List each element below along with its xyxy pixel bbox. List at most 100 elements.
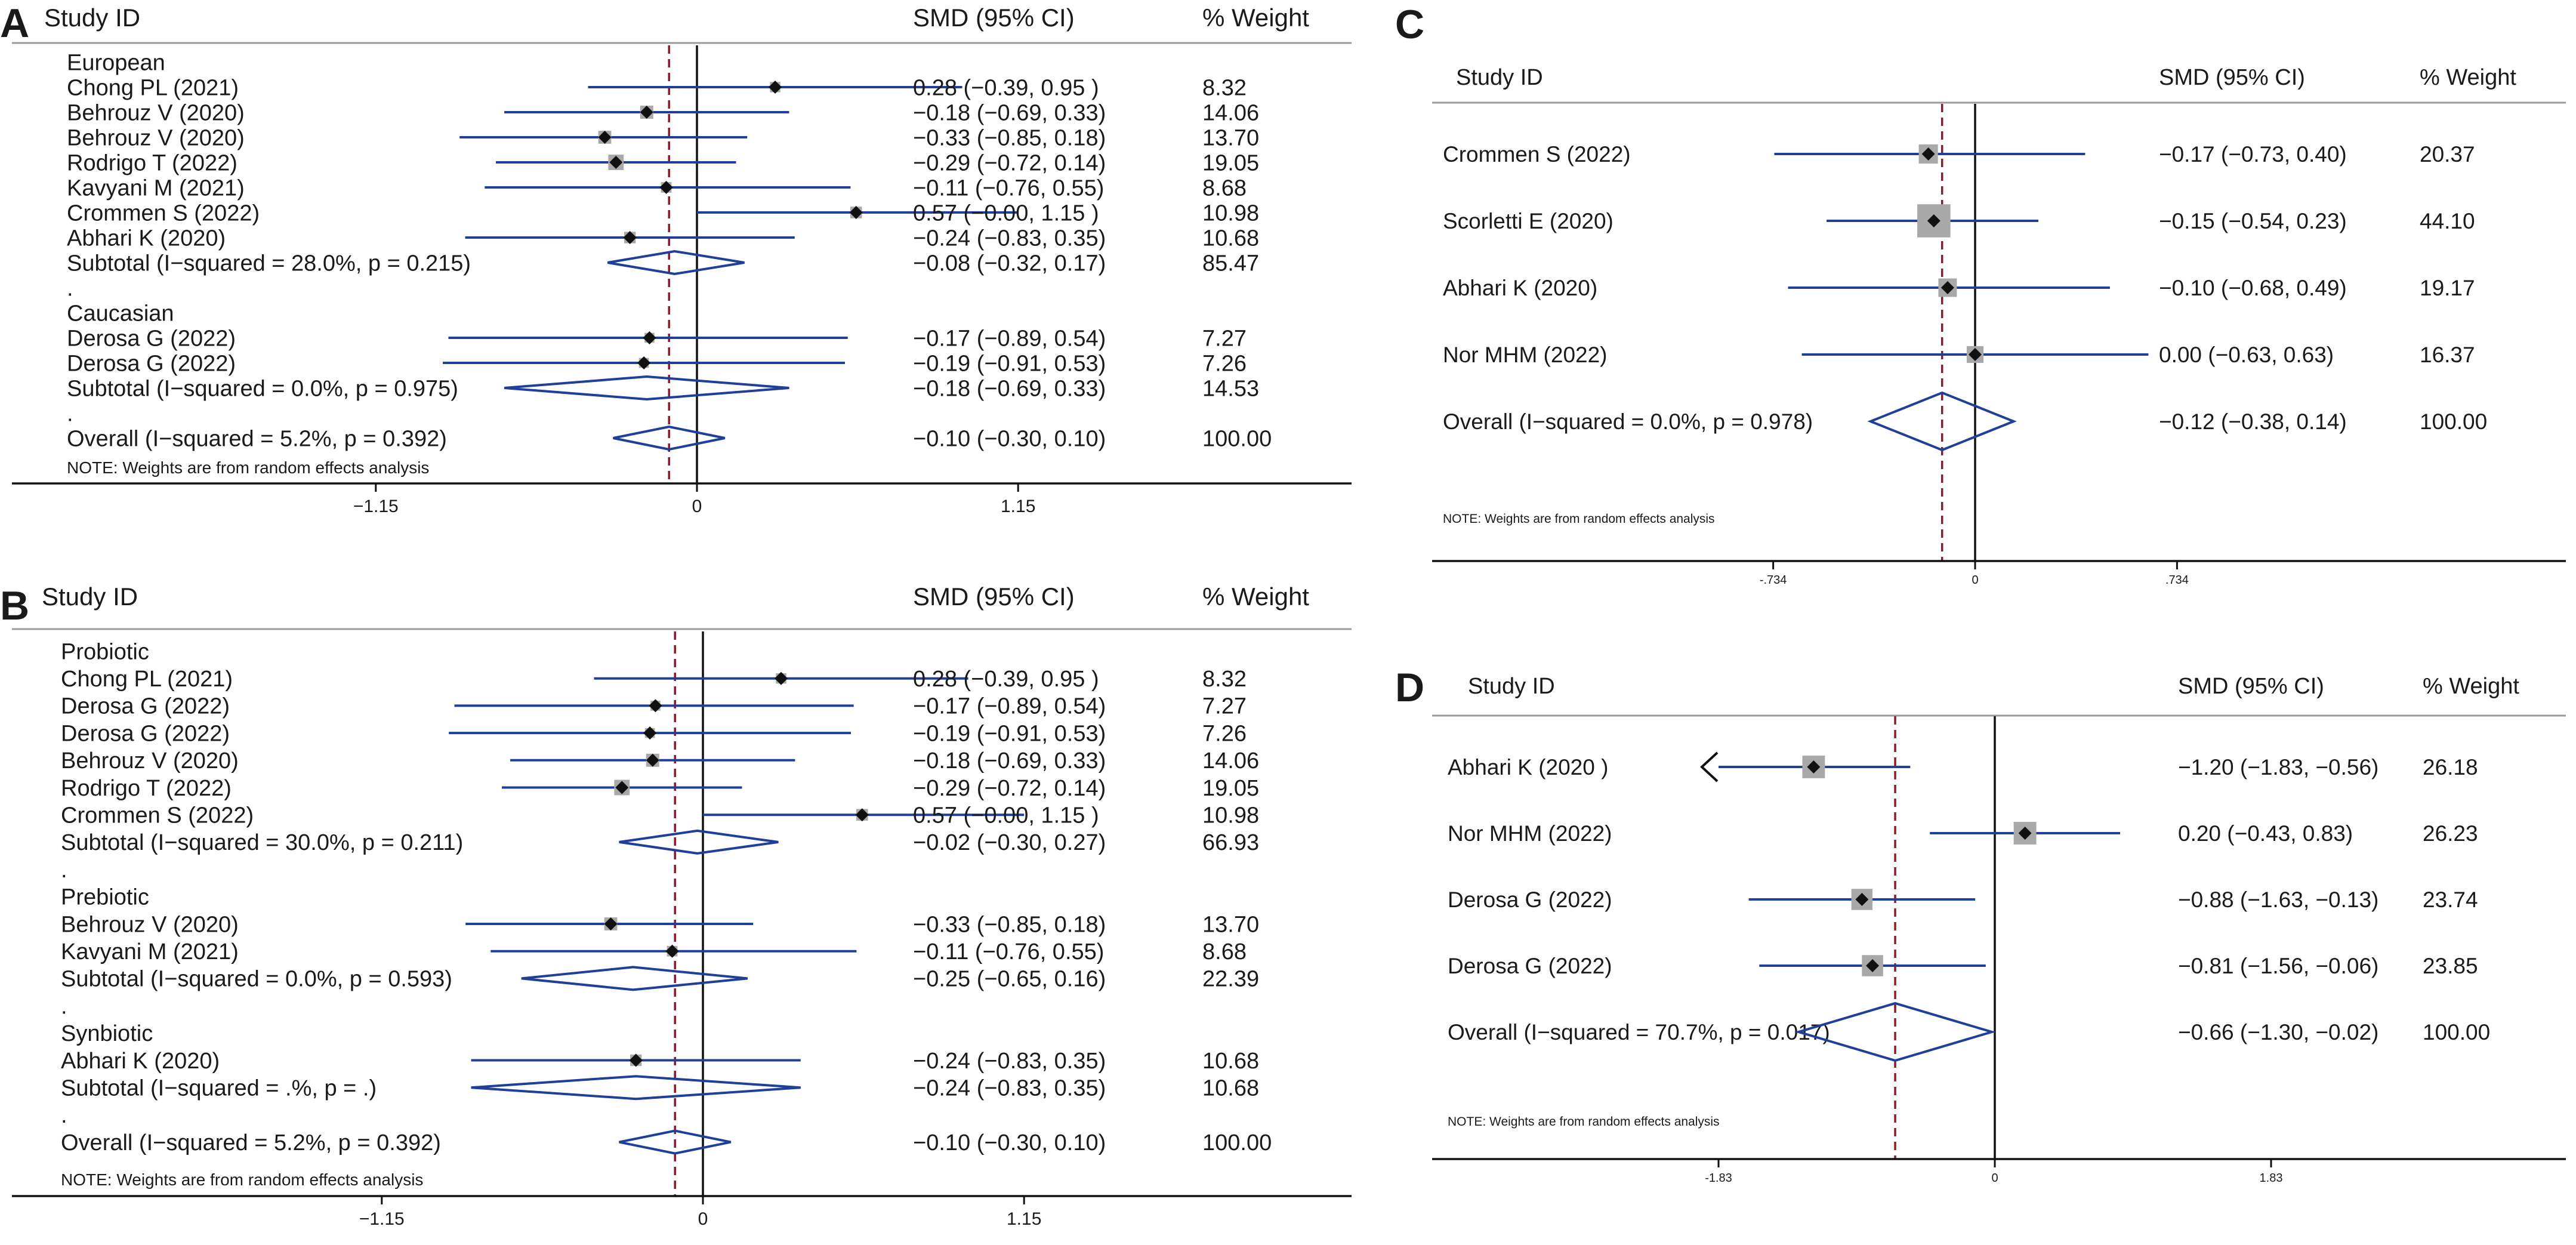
ci-text: −1.20 (−1.83, −0.56) — [2178, 755, 2378, 779]
panel-letter: A — [0, 1, 29, 46]
point-estimate — [1855, 893, 1869, 906]
group-label: Probiotic — [61, 639, 149, 664]
forest-panel-c: C Study ID SMD (95% CI) % Weight Crommen S (… — [1395, 2, 2566, 587]
weight-text: 13.70 — [1202, 125, 1259, 150]
study-label: Rodrigo T (2022) — [67, 150, 237, 175]
overall-diamond — [613, 425, 726, 451]
random-effects-note: NOTE: Weights are from random effects an… — [1448, 1115, 1720, 1129]
ci-text: −0.81 (−1.56, −0.06) — [2178, 954, 2378, 978]
study-label: Derosa G (2022) — [67, 326, 236, 351]
study-label: Derosa G (2022) — [67, 351, 236, 376]
header-weight: % Weight — [1202, 4, 1309, 32]
header-smd-ci: SMD (95% CI) — [2178, 674, 2324, 699]
study-label: Derosa G (2022) — [61, 721, 230, 746]
ci-text: −0.02 (−0.30, 0.27) — [913, 830, 1106, 855]
ci-text: −0.33 (−0.85, 0.18) — [913, 125, 1106, 150]
point-estimate — [646, 753, 659, 767]
study-label: Chong PL (2021) — [61, 667, 233, 692]
subtotal-label: Subtotal (I−squared = 30.0%, p = 0.211) — [61, 830, 463, 855]
ci-text: −0.10 (−0.68, 0.49) — [2159, 276, 2347, 300]
subtotal-diamond — [619, 829, 779, 855]
weight-text: 14.53 — [1202, 376, 1259, 401]
ci-text: 0.28 (−0.39, 0.95 ) — [913, 667, 1099, 692]
ci-text: −0.17 (−0.89, 0.54) — [913, 326, 1106, 351]
ci-text: −0.10 (−0.30, 0.10) — [913, 426, 1106, 451]
point-estimate — [1927, 214, 1941, 227]
header-smd-ci: SMD (95% CI) — [2159, 65, 2305, 90]
header-study-id: Study ID — [1468, 674, 1555, 699]
group-label: European — [67, 50, 165, 75]
ci-text: −0.18 (−0.69, 0.33) — [913, 376, 1106, 401]
panel-letter: C — [1395, 2, 1424, 47]
ci-text: −0.19 (−0.91, 0.53) — [913, 351, 1106, 376]
weight-text: 19.05 — [1202, 776, 1259, 801]
study-label: Scorletti E (2020) — [1443, 209, 1614, 233]
x-tick-label: −1.15 — [353, 497, 399, 516]
x-tick-label: -.734 — [1760, 574, 1787, 587]
ci-text: −0.66 (−1.30, −0.02) — [2178, 1020, 2378, 1044]
weight-text: 66.93 — [1202, 830, 1259, 855]
weight-text: 13.70 — [1202, 912, 1259, 937]
point-estimate — [855, 808, 869, 822]
ci-text: 0.57 (−0.00, 1.15 ) — [913, 201, 1099, 226]
x-tick-label: .734 — [2165, 574, 2189, 587]
point-estimate — [640, 106, 653, 119]
ci-text: 0.20 (−0.43, 0.83) — [2178, 821, 2353, 846]
point-estimate — [849, 206, 863, 219]
weight-text: 7.27 — [1202, 326, 1247, 351]
x-tick-label: -1.83 — [1705, 1172, 1732, 1185]
weight-text: 85.47 — [1202, 251, 1259, 276]
spacer-label: . — [61, 858, 67, 883]
point-estimate — [659, 181, 673, 194]
weight-text: 14.06 — [1202, 100, 1259, 125]
x-tick-label: 0 — [698, 1209, 708, 1229]
forest-panel-a: A Study ID SMD (95% CI) % Weight EuropeanCho… — [0, 1, 1352, 516]
study-label: Kavyani M (2021) — [61, 939, 239, 964]
point-estimate — [2018, 827, 2032, 840]
overall-label: Overall (I−squared = 0.0%, p = 0.978) — [1443, 409, 1813, 434]
ci-text: −0.17 (−0.89, 0.54) — [913, 694, 1106, 719]
ci-text: −0.15 (−0.54, 0.23) — [2159, 209, 2347, 233]
truncation-arrow — [1700, 751, 1719, 782]
random-effects-note: NOTE: Weights are from random effects an… — [67, 458, 429, 477]
overall-diamond — [1867, 391, 2017, 452]
header-weight: % Weight — [2420, 65, 2516, 90]
header-weight: % Weight — [1202, 583, 1309, 611]
overall-label: Overall (I−squared = 5.2%, p = 0.392) — [61, 1130, 441, 1155]
header-study-id: Study ID — [1456, 65, 1543, 90]
point-estimate — [1866, 959, 1880, 972]
ci-text: 0.00 (−0.63, 0.63) — [2159, 343, 2334, 367]
point-estimate — [604, 917, 618, 930]
header-smd-ci: SMD (95% CI) — [913, 583, 1075, 611]
ci-text: −0.17 (−0.73, 0.40) — [2159, 142, 2347, 167]
spacer-label: . — [61, 994, 67, 1019]
weight-text: 20.37 — [2420, 142, 2475, 167]
spacer-label: . — [61, 1103, 67, 1128]
forest-panel-b: B Study ID SMD (95% CI) % Weight Probiotic Ch… — [0, 583, 1352, 1229]
x-tick-label: 0 — [1972, 574, 1978, 587]
subtotal-diamond — [471, 1075, 801, 1101]
weight-text: 44.10 — [2420, 209, 2475, 233]
point-estimate — [609, 156, 623, 169]
point-estimate — [1921, 147, 1935, 161]
ci-text: −0.24 (−0.83, 0.35) — [913, 1076, 1106, 1101]
point-estimate — [665, 944, 679, 958]
subtotal-diamond — [521, 966, 748, 991]
point-estimate — [623, 231, 637, 244]
ci-text: −0.24 (−0.83, 0.35) — [913, 1049, 1106, 1074]
overall-label: Overall (I−squared = 70.7%, p = 0.017) — [1448, 1020, 1830, 1044]
study-label: Behrouz V (2020) — [67, 100, 245, 125]
weight-text: 23.85 — [2423, 954, 2478, 978]
ci-text: −0.10 (−0.30, 0.10) — [913, 1130, 1106, 1155]
subtotal-diamond — [607, 249, 745, 276]
x-tick-label: −1.15 — [359, 1209, 405, 1229]
weight-text: 8.68 — [1202, 175, 1247, 201]
point-estimate — [598, 131, 612, 144]
weight-text: 10.68 — [1202, 1076, 1259, 1101]
weight-text: 8.68 — [1202, 939, 1247, 964]
weight-text: 19.05 — [1202, 150, 1259, 175]
ci-text: −0.11 (−0.76, 0.55) — [913, 939, 1104, 964]
random-effects-note: NOTE: Weights are from random effects an… — [61, 1170, 423, 1189]
x-tick-label: 0 — [1991, 1172, 1998, 1185]
study-label: Derosa G (2022) — [1448, 954, 1612, 978]
